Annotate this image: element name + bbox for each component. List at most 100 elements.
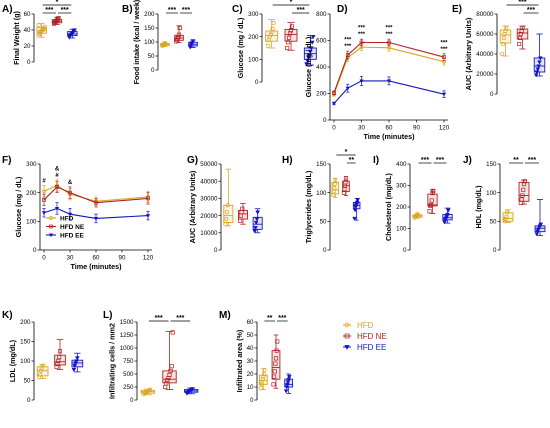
legend-marker	[49, 224, 53, 229]
panel-d: D) 0 200 400 600 800 Glucose (mg / dL) 0 30 60 90 1…	[304, 4, 450, 141]
box-hfd-ee	[187, 39, 198, 50]
data-point	[224, 216, 229, 222]
y-tick-label: 50	[148, 53, 155, 60]
x-tick-label: 0	[42, 255, 46, 262]
significance-label: ***	[61, 7, 69, 14]
box-hfd-ee	[252, 208, 263, 234]
significance-label: ***	[297, 7, 305, 14]
significance-label: ***	[528, 157, 536, 164]
y-tick-label: 400	[396, 161, 407, 168]
box-iqr	[499, 29, 512, 44]
data-point	[162, 41, 167, 47]
y-tick-label: 0	[214, 247, 218, 254]
panel-c-label: C)	[232, 4, 243, 15]
data-point	[165, 378, 170, 383]
data-point	[176, 32, 182, 37]
data-point	[147, 387, 153, 392]
data-point	[533, 73, 539, 78]
panel-e-label: E)	[452, 4, 462, 15]
significance-label: ***	[421, 157, 429, 164]
y-tick-label: 60000	[476, 31, 494, 38]
x-tick-label: 30	[67, 255, 74, 262]
data-point	[57, 349, 63, 354]
box-hfd	[36, 363, 49, 380]
data-point	[176, 34, 181, 40]
y-tick-label: 150	[144, 25, 155, 32]
y-tick-label: 200	[316, 91, 327, 98]
data-point	[265, 43, 270, 48]
data-point	[537, 56, 543, 61]
data-point	[441, 92, 447, 97]
data-point	[500, 51, 505, 57]
panel-g-y-axis-label: AUC (Arbitrary Units)	[188, 170, 197, 243]
data-point	[168, 368, 173, 373]
x-tick-label: 120	[439, 125, 450, 132]
significance-label: ***	[278, 315, 286, 322]
series-hfd-ee	[41, 202, 151, 224]
significance-annotation: &	[55, 166, 60, 172]
data-point	[500, 41, 506, 47]
data-point	[42, 24, 47, 29]
y-tick-label: 50000	[200, 161, 218, 168]
box-hfd-ee	[534, 199, 546, 237]
data-point	[94, 200, 98, 205]
significance-label: ***	[45, 7, 53, 14]
box-iqr	[252, 216, 263, 230]
series-hfd-ne	[42, 180, 150, 208]
data-point	[225, 203, 230, 208]
y-tick-label: 40	[24, 27, 31, 34]
x-tick-label: 120	[143, 255, 154, 262]
y-tick-label: 100	[486, 190, 497, 197]
y-tick-label: 100	[248, 57, 259, 64]
y-tick-label: 200	[144, 11, 155, 18]
data-point	[38, 372, 43, 377]
box-hfd	[160, 41, 170, 48]
significance-annotation: ***	[344, 38, 352, 44]
data-point	[520, 25, 525, 31]
y-tick-label: 1000	[120, 345, 134, 352]
data-point	[40, 363, 45, 368]
box-hfd	[502, 209, 514, 224]
box-hfd-ne	[341, 176, 350, 196]
significance-annotation: ***	[440, 47, 448, 53]
data-point	[170, 330, 175, 335]
data-point	[260, 377, 265, 382]
panel-k-y-axis-label: LDL (mg/dL)	[8, 339, 17, 382]
data-point	[224, 210, 229, 215]
significance-annotation: ***	[358, 26, 366, 32]
data-point	[522, 179, 527, 184]
y-tick-label: 150	[486, 161, 497, 168]
box-hfd-ne	[518, 179, 530, 206]
significance-annotation: ***	[385, 32, 393, 38]
significance-label: **	[513, 157, 519, 164]
data-point	[55, 185, 59, 189]
significance-annotation: #	[42, 179, 46, 185]
data-point	[387, 45, 391, 50]
data-point	[42, 197, 46, 202]
data-point	[310, 35, 316, 40]
data-point	[177, 25, 182, 31]
data-point	[287, 31, 293, 36]
significance-label: ***	[518, 0, 526, 6]
y-tick-label: 50	[24, 378, 31, 385]
y-tick-label: 750	[123, 358, 134, 365]
panel-l-y-axis-label: Infiltrating cells / mm2	[108, 323, 117, 399]
data-point	[288, 28, 294, 33]
data-point	[273, 361, 278, 366]
legend-label: HFD EE	[357, 343, 386, 352]
y-tick-label: 40	[247, 345, 254, 352]
series-hfd-ee	[331, 75, 447, 106]
panel-i-label: I)	[373, 155, 379, 166]
data-point	[36, 23, 41, 28]
significance-label: **	[349, 157, 355, 164]
data-point	[285, 45, 290, 51]
box-hfd-ee	[352, 197, 361, 222]
data-point	[37, 375, 42, 380]
y-tick-label: 50	[247, 332, 254, 339]
significance-annotation: &	[68, 180, 73, 186]
y-tick-label: 30	[247, 358, 254, 365]
y-tick-label: 80000	[476, 11, 494, 18]
data-point	[54, 364, 59, 369]
